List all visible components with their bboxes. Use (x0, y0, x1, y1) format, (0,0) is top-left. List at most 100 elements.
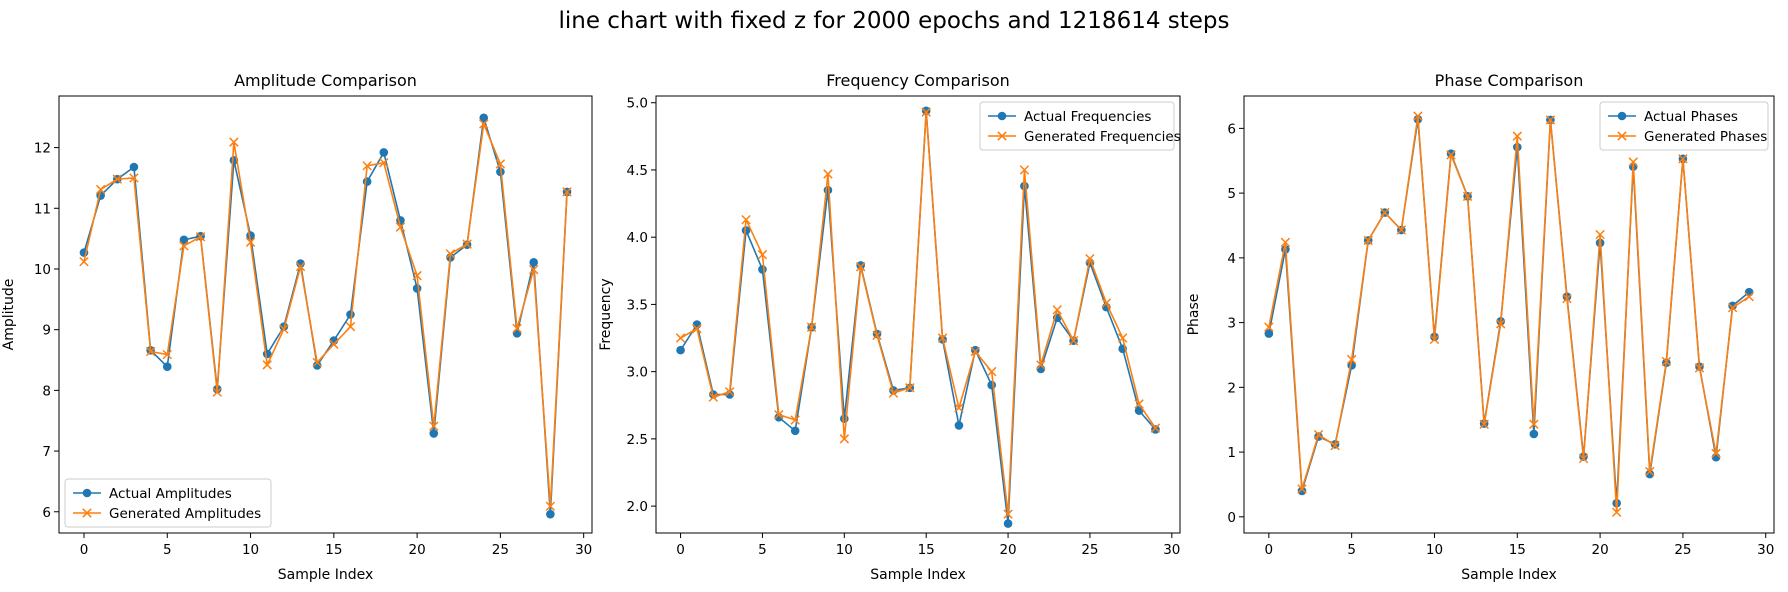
x-tick-label: 10 (1426, 542, 1443, 558)
data-point-actual (362, 177, 372, 186)
x-tick-label: 30 (1163, 542, 1180, 558)
data-point-actual (129, 162, 139, 172)
data-point-generated (1346, 354, 1357, 365)
data-point-generated (1380, 207, 1390, 218)
data-point-generated (954, 403, 964, 413)
data-point-generated (362, 161, 372, 171)
data-point-actual (1297, 486, 1307, 496)
y-tick-label: 2.0 (627, 499, 648, 515)
x-axis-label: Sample Index (1461, 567, 1556, 583)
y-tick-label: 6 (1227, 121, 1236, 137)
data-point-generated (839, 434, 850, 444)
data-point-actual (162, 362, 172, 371)
data-point-actual (346, 310, 355, 319)
data-point-generated (1562, 293, 1572, 304)
data-point-generated (708, 392, 719, 402)
y-tick-label: 11 (34, 201, 51, 217)
legend-marker-circle (997, 111, 1007, 121)
data-point-actual (312, 361, 322, 370)
data-point-actual (1645, 469, 1655, 479)
data-point-generated (790, 415, 800, 425)
legend-marker-circle (1617, 111, 1627, 121)
data-point-generated (1313, 429, 1324, 440)
x-tick-label: 25 (1674, 542, 1691, 558)
data-point-generated (1264, 322, 1274, 332)
data-point-generated (905, 383, 915, 393)
data-point-generated (1678, 154, 1688, 164)
y-tick-label: 0 (1227, 510, 1236, 526)
data-point-generated (195, 232, 206, 242)
legend-marker-x (82, 508, 92, 518)
data-point-actual (971, 345, 980, 355)
data-point-generated (129, 173, 139, 183)
y-tick-label: 3.5 (627, 297, 648, 313)
legend-marker-x (997, 131, 1007, 141)
y-tick-label: 5 (1227, 186, 1236, 202)
data-point-generated (1446, 150, 1456, 160)
data-point-actual (954, 421, 964, 430)
data-point-generated (379, 158, 389, 168)
legend: Actual Frequencies Generated Frequencies (979, 101, 1181, 151)
data-point-generated (512, 323, 522, 334)
data-point-generated (1150, 423, 1161, 433)
data-point-generated (162, 349, 172, 360)
data-point-generated (1694, 363, 1705, 373)
data-point-actual (1744, 287, 1754, 297)
data-point-generated (445, 249, 456, 259)
data-point-generated (970, 346, 981, 357)
data-point-generated (1545, 115, 1556, 125)
data-point-actual (921, 106, 931, 116)
data-point-generated (1019, 165, 1030, 175)
data-point-generated (179, 241, 189, 251)
y-axis-label: Amplitude (1, 279, 17, 351)
data-point-generated (145, 346, 156, 357)
data-point-generated (1429, 334, 1440, 345)
x-tick-label: 20 (409, 542, 426, 558)
x-tick-label: 0 (80, 542, 89, 558)
x-axis-label: Sample Index (870, 567, 965, 583)
data-point-generated (79, 256, 89, 267)
data-point-generated (1085, 253, 1095, 264)
data-point-generated (1462, 191, 1473, 202)
data-point-generated (692, 323, 702, 334)
data-point-generated (1003, 509, 1013, 519)
data-point-generated (429, 421, 439, 431)
chart-title: Phase Comparison (1435, 71, 1584, 90)
axes-frame (58, 95, 593, 534)
data-point-generated (675, 333, 686, 343)
series-line-1 (1268, 115, 1750, 514)
y-tick-label: 7 (42, 444, 51, 460)
data-point-generated (1578, 453, 1589, 464)
legend-box (979, 101, 1175, 151)
data-point-generated (1661, 356, 1672, 367)
x-tick-label: 5 (163, 542, 172, 558)
x-axis-label: Sample Index (278, 567, 373, 583)
data-point-actual (790, 426, 800, 436)
chart-title: Frequency Comparison (826, 71, 1010, 90)
data-point-generated (888, 388, 899, 398)
data-point-actual (1003, 519, 1013, 528)
data-point-generated (395, 222, 406, 232)
data-point-actual (1151, 425, 1160, 434)
data-point-generated (1479, 419, 1489, 429)
y-axis-label: Frequency (598, 278, 614, 350)
data-point-generated (1330, 440, 1340, 451)
data-point-actual (840, 414, 849, 424)
data-point-actual (741, 226, 751, 235)
legend-marker-circle (82, 488, 92, 498)
y-tick-label: 3.0 (627, 365, 648, 381)
data-point-generated (1595, 229, 1605, 240)
x-tick-label: 15 (325, 542, 342, 558)
data-point-actual (429, 429, 439, 438)
x-tick-label: 30 (1757, 542, 1774, 558)
chart-panel-1: Frequency Comparison 0 5 10 15 20 25 30 2.0 2.5 3.… (598, 71, 1181, 583)
data-point-generated (545, 501, 556, 512)
data-point-generated (562, 187, 572, 197)
data-point-generated (329, 339, 339, 349)
y-tick-label: 2 (1227, 380, 1236, 396)
data-point-generated (462, 239, 472, 249)
y-axis-label: Phase (1186, 294, 1202, 336)
series-line-1 (83, 123, 568, 508)
